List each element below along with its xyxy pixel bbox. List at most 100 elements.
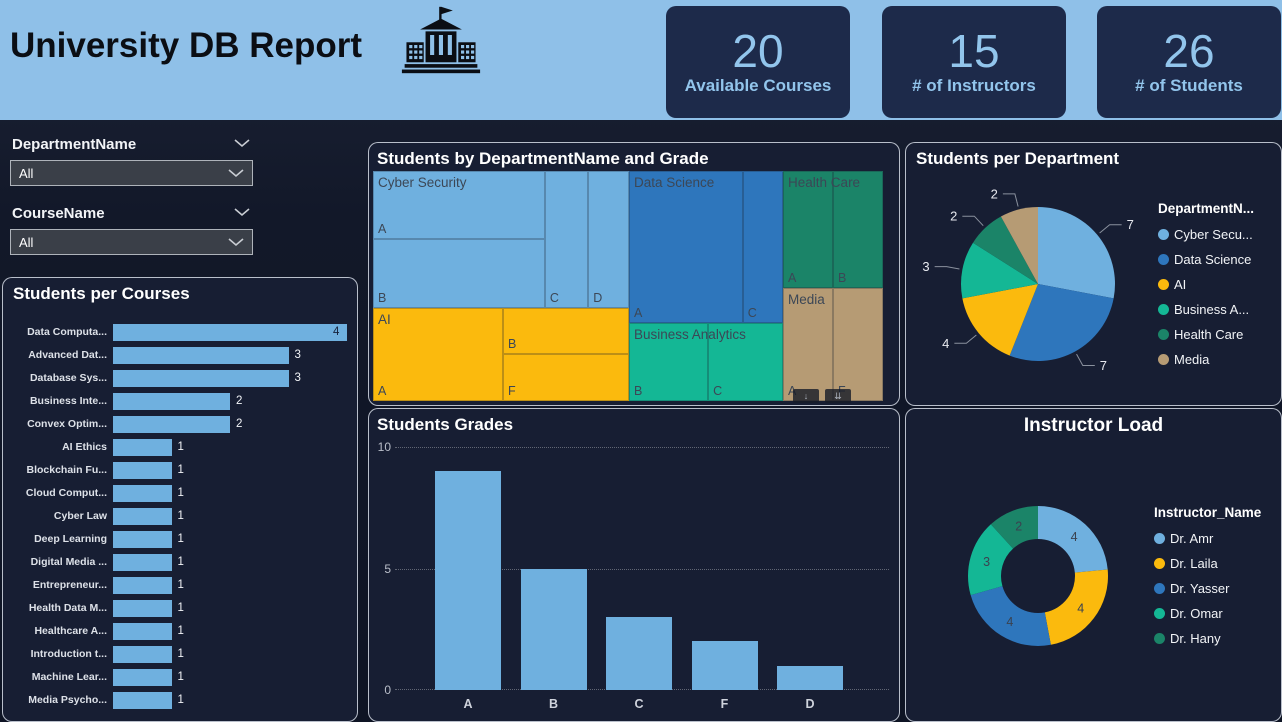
treemap-block[interactable]: F: [503, 354, 630, 401]
category-label: Business Inte...: [29, 395, 107, 407]
grade-label: C: [747, 306, 757, 321]
legend-dot-icon: [1154, 608, 1165, 619]
pie-slice[interactable]: [972, 216, 1038, 284]
bar[interactable]: [435, 471, 501, 690]
treemap-block[interactable]: A: [783, 288, 833, 401]
category-label: AI Ethics: [62, 441, 107, 453]
treemap-block[interactable]: A: [783, 171, 833, 289]
bar-row: Media Psycho... 1: [9, 690, 351, 713]
callout-line: [1076, 353, 1095, 366]
chevron-down-icon: [228, 168, 244, 177]
treemap-block[interactable]: C: [742, 171, 784, 324]
legend-item[interactable]: Dr. Laila: [1154, 551, 1261, 576]
drill-down-icon[interactable]: ↓: [793, 389, 819, 403]
bar[interactable]: [113, 393, 230, 410]
bar-row: Business Inte... 2: [9, 391, 351, 414]
y-tick-label: 5: [384, 561, 391, 576]
chevron-down-icon: [228, 237, 244, 246]
treemap-block[interactable]: F: [833, 288, 883, 401]
bar[interactable]: [520, 568, 587, 690]
pie-slice[interactable]: [1000, 207, 1038, 284]
expand-all-levels-icon[interactable]: ⇊: [825, 389, 851, 403]
bar-row: Entrepreneur... 1: [9, 575, 351, 598]
bar[interactable]: [113, 531, 172, 548]
bar[interactable]: [113, 669, 172, 686]
legend-item[interactable]: Health Care: [1158, 322, 1254, 347]
bar[interactable]: [113, 646, 172, 663]
bar-row: Blockchain Fu... 1: [9, 460, 351, 483]
treemap-block[interactable]: A: [629, 171, 743, 324]
pie-slice[interactable]: [1009, 284, 1114, 361]
donut-slice[interactable]: [990, 506, 1038, 549]
department-select[interactable]: All: [10, 160, 253, 186]
legend-item[interactable]: Media: [1158, 347, 1254, 372]
header-band: University DB Report: [0, 0, 1282, 120]
chart-title: Students by DepartmentName and Grade: [377, 149, 709, 168]
legend-item[interactable]: Dr. Amr: [1154, 526, 1261, 551]
legend-item[interactable]: Dr. Hany: [1154, 626, 1261, 651]
legend-title: DepartmentN...: [1158, 201, 1255, 216]
treemap-block[interactable]: C: [708, 323, 784, 401]
bar[interactable]: [113, 347, 289, 364]
bar-row: Database Sys... 3: [9, 368, 351, 391]
treemap-block[interactable]: B: [833, 171, 883, 289]
bar[interactable]: [777, 665, 843, 690]
chevron-down-icon[interactable]: [234, 139, 250, 148]
treemap-block[interactable]: D: [588, 171, 630, 309]
category-label: Health Data M...: [28, 602, 107, 614]
bar-row: Cyber Law 1: [9, 506, 351, 529]
bar[interactable]: [113, 324, 347, 341]
bar[interactable]: [113, 508, 172, 525]
treemap-block[interactable]: A: [373, 171, 545, 240]
bar[interactable]: [113, 577, 172, 594]
donut-slice[interactable]: [1044, 569, 1108, 645]
grade-label: D: [593, 291, 603, 306]
bar[interactable]: [113, 462, 172, 479]
legend-item[interactable]: Dr. Omar: [1154, 601, 1261, 626]
data-label: 1: [177, 625, 184, 637]
bar[interactable]: [691, 641, 758, 690]
chart-title: Instructor Load: [1023, 415, 1164, 436]
treemap-block[interactable]: B: [629, 323, 709, 401]
bar[interactable]: [113, 439, 172, 456]
treemap-block[interactable]: A: [373, 308, 504, 401]
pie-slice[interactable]: [961, 242, 1038, 299]
bar[interactable]: [606, 617, 672, 690]
bar[interactable]: [113, 485, 172, 502]
bar[interactable]: [113, 600, 172, 617]
legend-label: Health Care: [1174, 327, 1244, 342]
pie-slice[interactable]: [1038, 207, 1115, 299]
course-select[interactable]: All: [10, 229, 253, 255]
bar[interactable]: [113, 554, 172, 571]
legend-item[interactable]: Business A...: [1158, 297, 1254, 322]
treemap-block[interactable]: C: [544, 171, 589, 309]
bar-row: Machine Lear... 1: [9, 667, 351, 690]
grade-label: A: [788, 384, 796, 398]
legend-dot-icon: [1158, 304, 1169, 315]
callout-line: [1002, 193, 1019, 207]
bar[interactable]: [113, 416, 230, 433]
chart-title: Students per Courses: [13, 284, 190, 303]
legend-item[interactable]: Cyber Secu...: [1158, 222, 1254, 247]
donut-slice[interactable]: [970, 586, 1051, 646]
data-label: 2: [1015, 520, 1022, 534]
bar[interactable]: [113, 623, 172, 640]
pie-slice[interactable]: [962, 284, 1038, 356]
grade-label: A: [378, 383, 387, 398]
legend-item[interactable]: Data Science: [1158, 247, 1254, 272]
x-tick-label: B: [548, 697, 559, 711]
pie-legend: DepartmentN... Cyber Secu... Data Science…: [1158, 201, 1254, 372]
treemap-block[interactable]: B: [373, 239, 545, 309]
treemap-block[interactable]: B: [503, 308, 630, 355]
callout-line: [934, 266, 960, 270]
donut-slice[interactable]: [968, 524, 1014, 596]
grade-label: B: [508, 337, 517, 352]
donut-slice[interactable]: [1038, 506, 1108, 573]
legend-label: AI: [1174, 277, 1187, 292]
bar[interactable]: [113, 692, 172, 709]
bar[interactable]: [113, 370, 289, 387]
chevron-down-icon[interactable]: [234, 208, 250, 217]
legend-item[interactable]: Dr. Yasser: [1154, 576, 1261, 601]
legend-item[interactable]: AI: [1158, 272, 1254, 297]
bar-row: Cloud Comput... 1: [9, 483, 351, 506]
